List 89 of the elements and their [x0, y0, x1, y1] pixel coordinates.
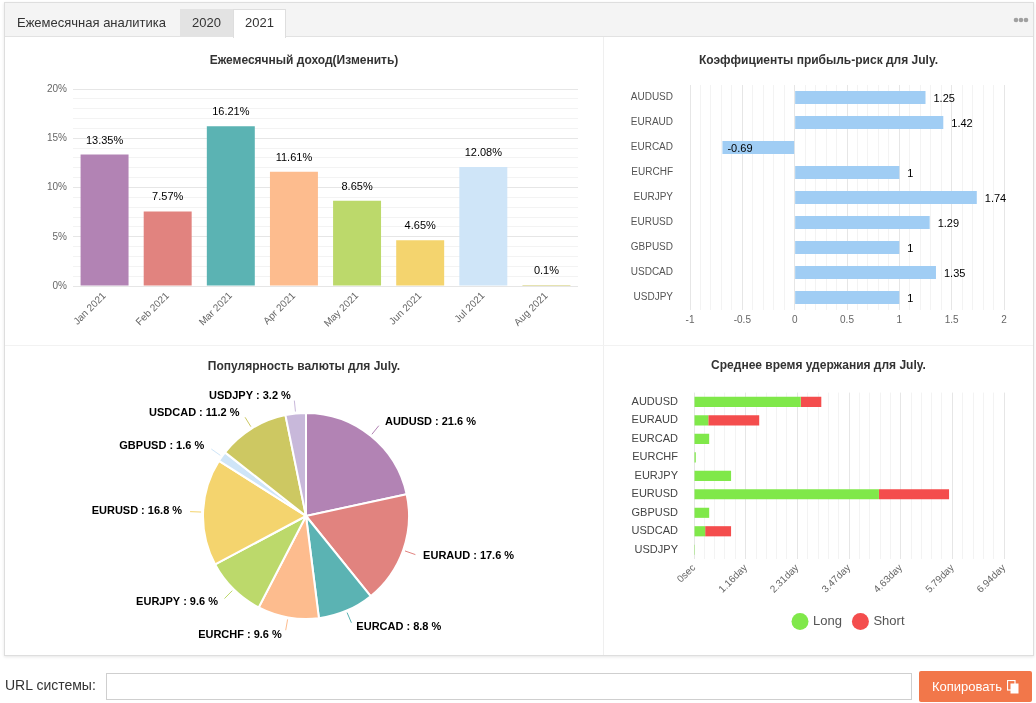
slice-label: EURCHF	[198, 628, 245, 641]
y-tick-label: 5%	[52, 230, 68, 242]
slice-label: AUDUSD	[384, 414, 433, 427]
bar	[269, 171, 318, 286]
data-label: : 9.6 %	[246, 628, 283, 641]
y-tick-label: EURJPY	[633, 191, 674, 203]
y-tick-label: AUDUSD	[630, 91, 673, 103]
y-tick-label: USDCAD	[631, 524, 679, 537]
data-label: 4.65%	[404, 219, 436, 232]
bar	[206, 126, 255, 286]
bar	[795, 191, 977, 204]
x-tick-label: 0sec	[674, 561, 698, 585]
data-label: : 1.6 %	[169, 439, 205, 452]
slice-label: USDJPY	[208, 388, 254, 401]
legend-label: Short	[873, 613, 905, 629]
y-tick-label: 15%	[46, 132, 68, 143]
text: Ежемесячная аналитика	[16, 14, 168, 32]
y-tick-label: EURAUD	[630, 116, 673, 128]
slice-label: GBPUSD	[119, 439, 167, 452]
data-label: -0.69	[727, 141, 753, 154]
bar	[80, 154, 129, 286]
slice-label: EURUSD	[91, 504, 139, 517]
data-label: : 9.6 %	[183, 595, 219, 608]
y-tick-label: EURUSD	[630, 216, 673, 228]
data-label: : 21.6 %	[435, 414, 477, 427]
chart-title: Ежемесячный доход(Изменить)	[208, 52, 400, 68]
slice-label: EURAUD	[423, 549, 471, 562]
data-label: 7.57%	[152, 190, 184, 203]
y-tick-label: USDJPY	[634, 542, 679, 555]
data-label: 16.21%	[212, 105, 250, 118]
data-label: : 3.2 %	[256, 388, 292, 401]
chart-title: Коэффициенты прибыль-риск для July.	[698, 52, 939, 68]
bar	[795, 241, 900, 254]
data-label: : 11.2 %	[199, 406, 240, 419]
data-label: 8.65%	[341, 179, 373, 192]
x-tick-label: -1	[685, 313, 695, 325]
slice-label: USDCAD	[149, 406, 197, 419]
y-tick-label: AUDUSD	[631, 394, 679, 407]
y-tick-label: GBPUSD	[630, 241, 673, 253]
data-label: 1.25	[933, 91, 955, 104]
data-label: 1.29	[937, 216, 960, 229]
y-tick-label: USDJPY	[633, 291, 674, 303]
chart-title: Среднее время удержания для July.	[710, 357, 927, 373]
data-label: 1	[907, 241, 914, 254]
y-tick-label: USDCAD	[630, 266, 673, 278]
data-label: 1.35	[943, 266, 966, 279]
y-tick-label: EURCAD	[631, 431, 679, 444]
x-tick-label: 2	[1001, 313, 1008, 325]
data-label: 11.61%	[275, 150, 313, 163]
y-tick-label: EURAUD	[631, 413, 679, 426]
y-tick-label: EURCHF	[631, 166, 673, 178]
x-tick-label: 1	[896, 313, 903, 325]
y-tick-label: 20%	[46, 82, 68, 94]
bar	[795, 166, 900, 179]
y-tick-label: EURCHF	[632, 450, 679, 463]
text: URL системы:	[5, 677, 96, 693]
legend-label: Long	[813, 613, 842, 629]
bar	[795, 91, 926, 104]
data-label: 1	[907, 166, 914, 179]
bar	[795, 216, 930, 229]
x-tick-label: 0	[791, 313, 798, 325]
bar	[795, 116, 944, 129]
slice-label: EURJPY	[136, 595, 181, 608]
bar	[795, 291, 900, 304]
bar	[459, 167, 508, 286]
data-label: : 17.6 %	[473, 549, 515, 562]
data-label: 1.42	[951, 116, 973, 129]
data-label: 13.35%	[85, 133, 124, 146]
y-tick-label: EURJPY	[634, 468, 679, 481]
bar	[795, 266, 936, 279]
x-tick-label: 1.5	[944, 313, 960, 325]
y-tick-label: 0%	[52, 279, 68, 291]
y-tick-label: 10%	[46, 181, 68, 193]
data-label: 0.1%	[533, 264, 560, 277]
x-tick-label: -0.5	[733, 313, 752, 325]
bar	[396, 240, 445, 286]
x-tick-label: 0.5	[840, 313, 855, 325]
data-label: 12.08%	[464, 146, 503, 159]
y-tick-label: EURUSD	[631, 487, 679, 500]
data-label: 1.74	[984, 191, 1007, 204]
bar	[143, 211, 192, 286]
chart-title: Популярность валюты для July.	[206, 358, 402, 374]
data-label: : 8.8 %	[406, 620, 442, 633]
text: Копировать	[932, 679, 1002, 694]
data-label: : 16.8 %	[141, 504, 183, 517]
slice-label: EURCAD	[356, 620, 404, 633]
y-tick-label: GBPUSD	[631, 505, 679, 518]
bar	[333, 200, 382, 286]
y-tick-label: EURCAD	[630, 141, 673, 153]
